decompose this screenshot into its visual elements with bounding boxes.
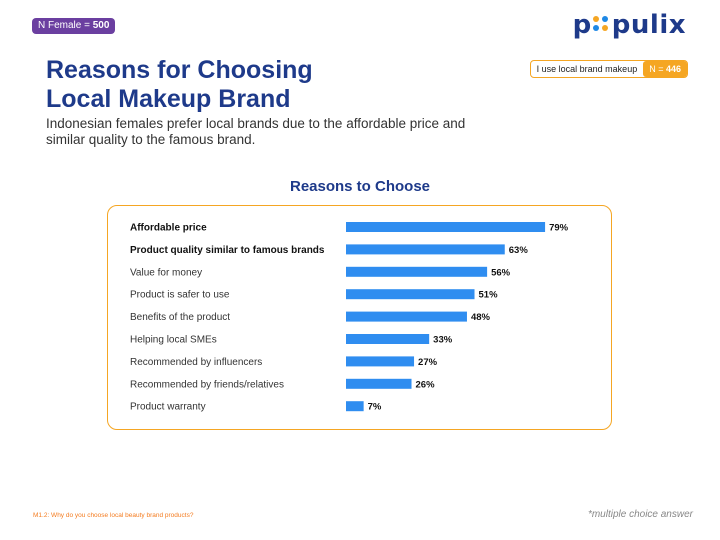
bar-value-label: 27% [418,357,438,368]
bar-value-label: 7% [368,402,382,413]
page-title-line2: Local Makeup Brand [46,85,291,113]
bar-value-label: 51% [479,290,499,301]
category-label: Affordable price [130,223,207,234]
category-label: Benefits of the product [130,312,230,323]
page-subtitle: Indonesian females prefer local brands d… [46,116,466,147]
bar-value-label: 79% [549,223,569,234]
category-label: Product is safer to use [130,290,230,301]
populix-logo: p pulix [573,10,686,40]
category-label: Value for money [130,267,202,278]
chart-title: Reasons to Choose [289,178,431,195]
bar-value-label: 26% [416,379,436,390]
respondent-filter-count: N = 446 [643,61,687,77]
bar-value-label: 56% [491,267,511,278]
bar [346,401,364,412]
bar [346,244,505,255]
logo-dots-icon [592,16,611,34]
category-label: Recommended by influencers [130,357,262,368]
sample-size-badge: N Female = 500 [32,18,116,34]
bar [346,222,546,232]
respondent-filter-n-label: N = [649,64,666,74]
chart-panel [107,205,612,430]
category-label: Product warranty [130,402,206,413]
logo-text-right: pulix [611,10,686,40]
logo-text-left: p [572,10,592,40]
bar [346,289,475,300]
bar [346,266,488,277]
bar [346,378,412,389]
question-footnote: M1.2: Why do you choose local beauty bra… [33,512,194,519]
bar [346,334,430,344]
bar [346,356,415,367]
page-title: Reasons for Choosing Local Makeup Brand [46,56,313,114]
sample-size-value: 500 [92,20,110,31]
respondent-filter-badge: I use local brand makeup N = 446 [529,60,688,78]
category-label: Recommended by friends/relatives [130,379,284,390]
bar [346,311,467,322]
bar-value-label: 33% [433,335,453,346]
bar-value-label: 63% [509,245,529,256]
page-title-line1: Reasons for Choosing [46,56,313,84]
category-label: Product quality similar to famous brands [130,245,325,256]
category-label: Helping local SMEs [130,335,217,346]
respondent-filter-label: I use local brand makeup [536,64,638,74]
respondent-filter-n-value: 446 [665,64,681,74]
multiple-choice-note: *multiple choice answer [587,509,693,520]
sample-size-label: N Female = [38,20,93,31]
bar-value-label: 48% [471,312,491,323]
